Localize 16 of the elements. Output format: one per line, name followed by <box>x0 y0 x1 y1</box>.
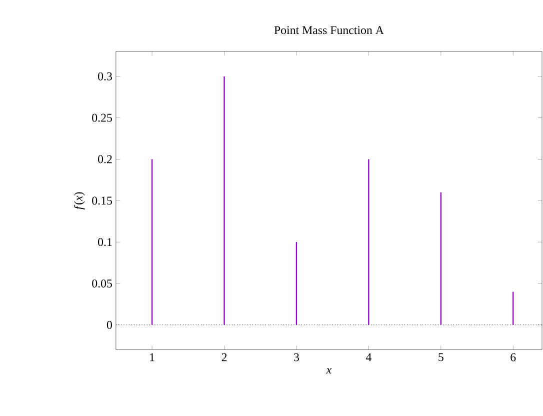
x-tick-label: 3 <box>294 353 299 362</box>
x-tick-label: 6 <box>510 353 516 362</box>
x-tick-label: 4 <box>366 353 372 362</box>
chart-title: Point Mass Function A <box>274 26 384 34</box>
y-tick-label: 0.05 <box>92 279 112 288</box>
y-tick-label: 0 <box>106 320 112 329</box>
x-axis-title: x <box>326 368 332 374</box>
y-tick-label: 0.3 <box>98 72 112 80</box>
y-tick-label: 0.2 <box>98 155 112 164</box>
y-tick-label: 0.15 <box>92 196 112 205</box>
x-tick-label: 2 <box>222 353 227 362</box>
x-tick-label: 1 <box>150 353 154 362</box>
x-tick-label: 5 <box>438 353 444 362</box>
y-tick-label: 0.25 <box>92 114 112 122</box>
y-axis-title: f(x) <box>74 192 85 210</box>
y-tick-label: 0.1 <box>98 238 112 246</box>
